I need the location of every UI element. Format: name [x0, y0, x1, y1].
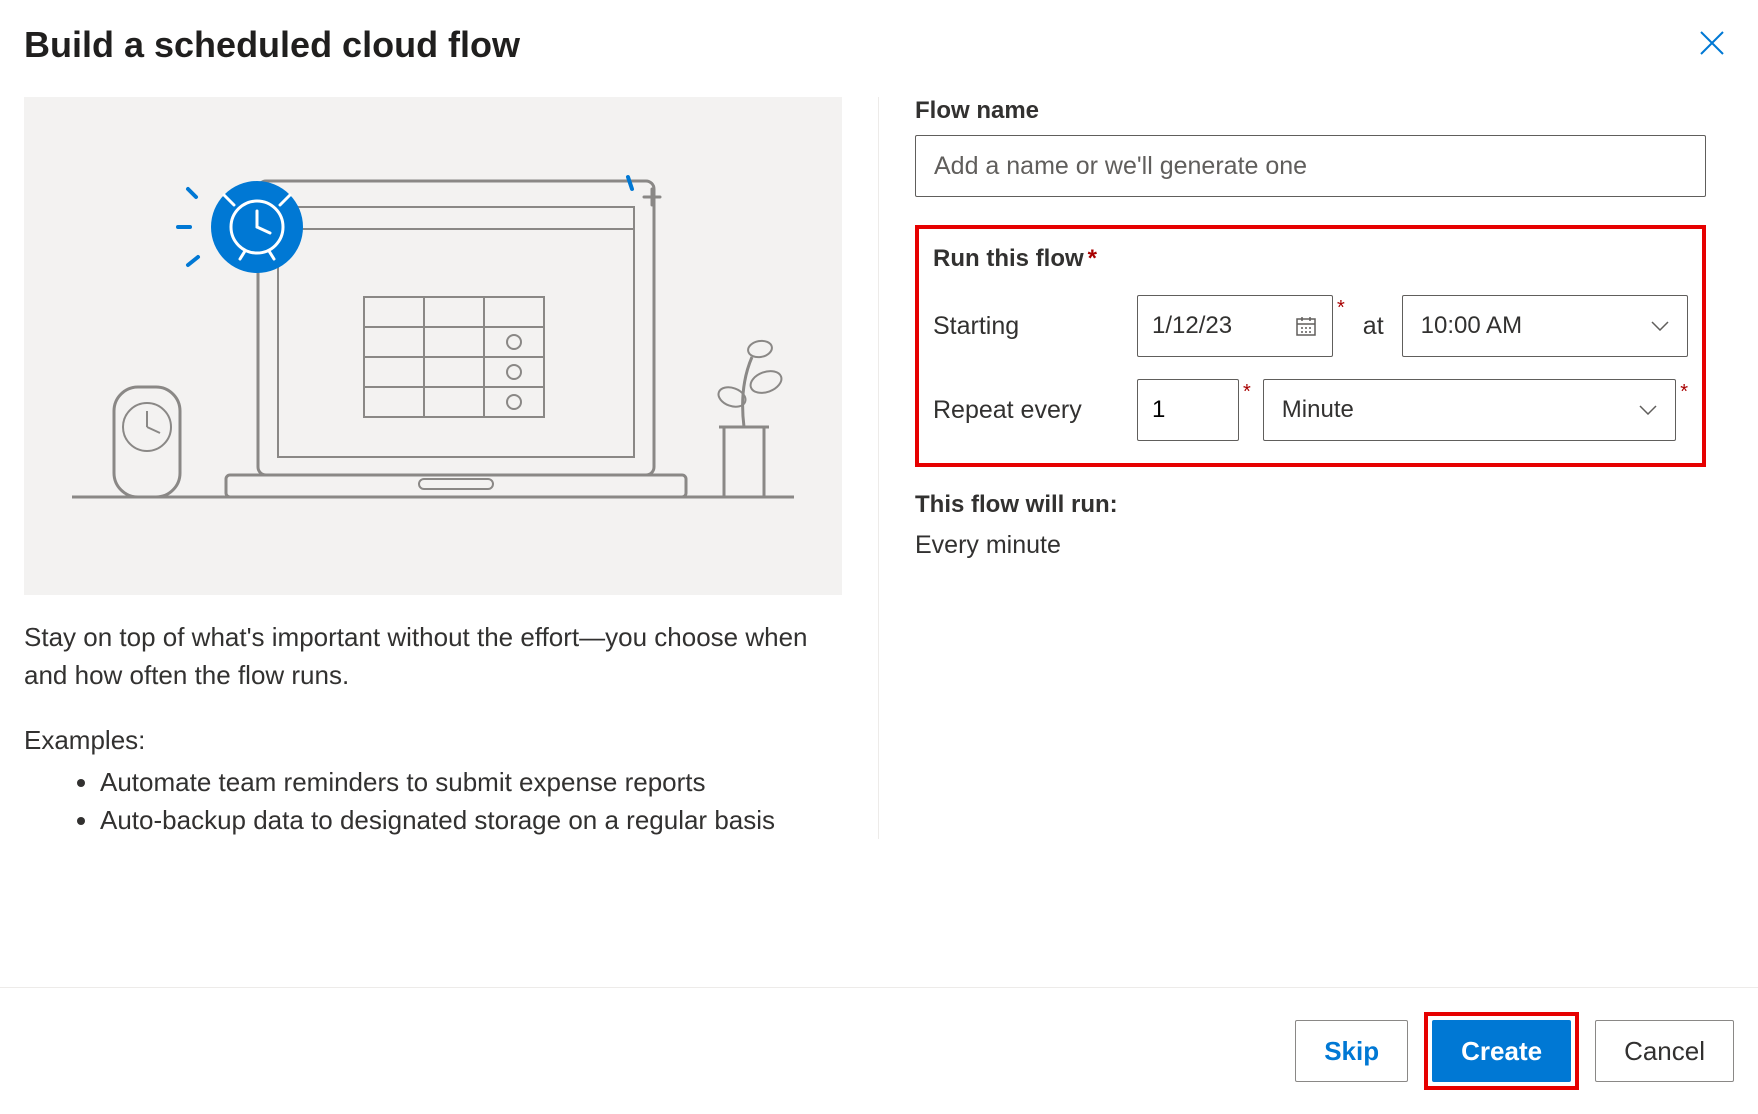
dialog-title: Build a scheduled cloud flow	[24, 24, 520, 66]
starting-time-select[interactable]: 10:00 AM	[1402, 295, 1688, 357]
flow-name-label: Flow name	[915, 97, 1706, 125]
create-highlight: Create	[1424, 1012, 1579, 1090]
dialog-content: Stay on top of what's important without …	[24, 97, 1734, 839]
dialog-footer: Skip Create Cancel	[0, 987, 1758, 1114]
summary-text: Every minute	[915, 531, 1706, 560]
example-item: Automate team reminders to submit expens…	[100, 764, 842, 802]
run-flow-label: Run this flow*	[933, 245, 1688, 273]
summary-section: This flow will run: Every minute	[915, 491, 1706, 560]
illustration	[24, 97, 842, 595]
starting-date-input[interactable]: 1/12/23	[1137, 295, 1333, 357]
run-flow-label-text: Run this flow	[933, 245, 1084, 272]
flow-name-input[interactable]	[915, 135, 1706, 197]
examples-list: Automate team reminders to submit expens…	[24, 764, 842, 839]
summary-heading: This flow will run:	[915, 491, 1706, 519]
starting-row: Starting 1/12/23	[933, 295, 1688, 357]
cancel-button[interactable]: Cancel	[1595, 1020, 1734, 1082]
starting-label: Starting	[933, 312, 1125, 341]
description-text: Stay on top of what's important without …	[24, 619, 842, 694]
required-indicator: *	[1088, 245, 1097, 272]
examples-heading: Examples:	[24, 722, 842, 760]
scheduled-flow-dialog: Build a scheduled cloud flow	[0, 0, 1758, 1114]
at-label: at	[1363, 312, 1384, 341]
dialog-header: Build a scheduled cloud flow	[24, 24, 1734, 69]
left-panel: Stay on top of what's important without …	[24, 97, 842, 839]
required-indicator: *	[1337, 297, 1345, 320]
example-item: Auto-backup data to designated storage o…	[100, 802, 842, 840]
chevron-down-icon	[1651, 321, 1669, 331]
required-indicator: *	[1680, 381, 1688, 404]
skip-button[interactable]: Skip	[1295, 1020, 1408, 1082]
flow-name-section: Flow name	[915, 97, 1706, 197]
run-flow-section: Run this flow* Starting 1/12/23	[915, 225, 1706, 467]
right-panel: Flow name Run this flow* Starting 1/12/2…	[878, 97, 1706, 839]
repeat-label: Repeat every	[933, 396, 1125, 425]
required-indicator: *	[1243, 381, 1251, 404]
repeat-interval-input[interactable]	[1137, 379, 1239, 441]
repeat-unit-select[interactable]: Minute	[1263, 379, 1676, 441]
starting-date-value: 1/12/23	[1152, 312, 1232, 340]
close-icon[interactable]	[1690, 24, 1734, 69]
repeat-row: Repeat every * Minute *	[933, 379, 1688, 441]
chevron-down-icon	[1639, 405, 1657, 415]
starting-time-value: 10:00 AM	[1421, 312, 1522, 340]
repeat-unit-value: Minute	[1282, 396, 1354, 424]
create-button[interactable]: Create	[1432, 1020, 1571, 1082]
calendar-icon	[1294, 314, 1318, 338]
